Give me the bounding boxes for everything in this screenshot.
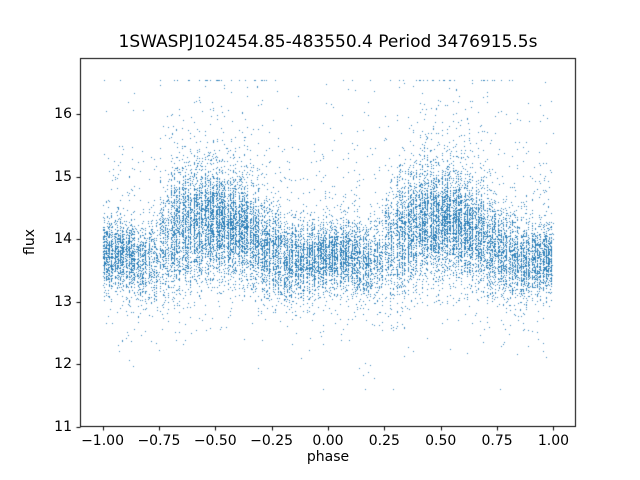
x-tick-label: −0.25 (250, 433, 294, 449)
x-axis-label: phase (306, 449, 350, 465)
x-tick-label: −0.75 (137, 433, 181, 449)
x-tick-label: 0.50 (425, 433, 457, 449)
x-tick-label: 0.75 (481, 433, 513, 449)
y-tick-label: 16 (54, 106, 72, 123)
x-tick-label: 0.25 (368, 433, 400, 449)
y-tick-label: 12 (54, 356, 72, 373)
x-tick-label: −1.00 (81, 433, 124, 449)
y-tick-label: 15 (54, 168, 72, 185)
y-tick-label: 13 (54, 293, 72, 310)
x-tick-label: 0.00 (312, 433, 344, 449)
y-tick-label: 11 (54, 419, 72, 435)
plot-title: 1SWASPJ102454.85-483550.4 Period 3476915… (118, 32, 538, 52)
y-tick-label: 14 (54, 231, 72, 248)
x-tick-label: −0.50 (193, 433, 237, 449)
x-tick-label: 1.00 (537, 433, 570, 449)
